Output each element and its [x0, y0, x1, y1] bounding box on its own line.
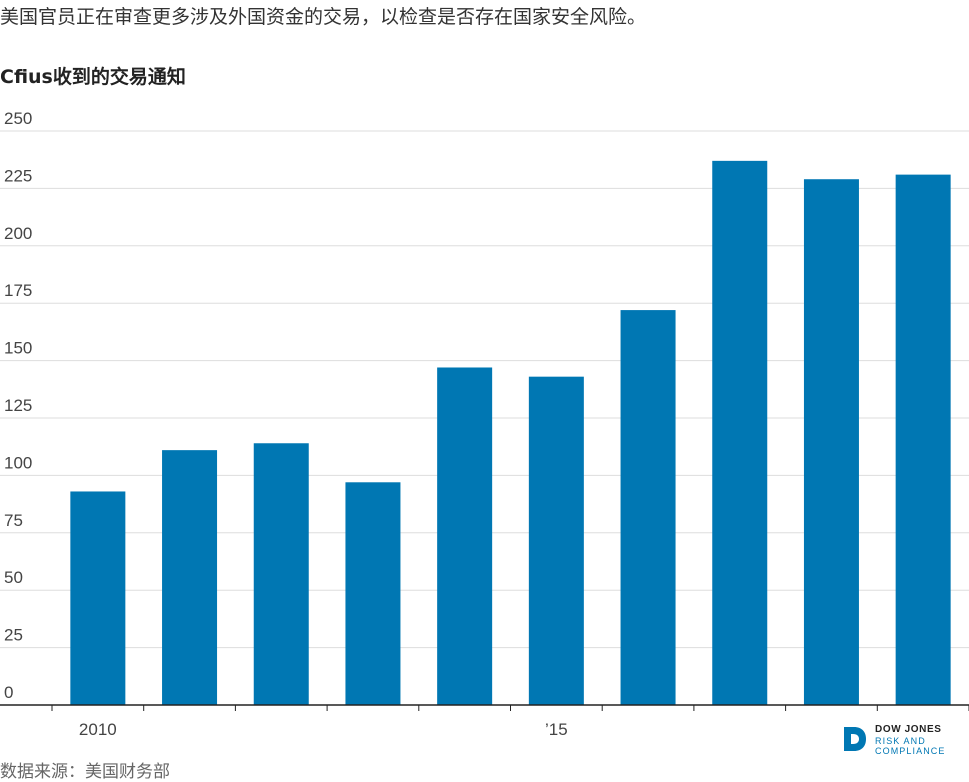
y-tick-label: 50 [4, 568, 23, 587]
y-tick-label: 150 [4, 339, 32, 358]
y-tick-label: 250 [4, 109, 32, 128]
y-tick-label: 225 [4, 166, 32, 185]
bar-2019 [895, 174, 951, 705]
bar-2014 [437, 367, 493, 705]
bar-2012 [253, 443, 309, 705]
bar-2011 [162, 450, 218, 705]
chart-subtitle: 美国官员正在审查更多涉及外国资金的交易，以检查是否存在国家安全风险。 [0, 6, 647, 28]
bar-chart: 0 25 50 75 100 125 150 175 200 225 250 2010 ’15 [0, 109, 969, 739]
dow-jones-logo-mark-icon [844, 727, 866, 751]
y-tick-label: 200 [4, 224, 32, 243]
x-tick-label: ’15 [545, 720, 568, 739]
y-tick-label: 0 [4, 683, 13, 702]
labels-layer: 0 25 50 75 100 125 150 175 200 225 250 2010 ’15 [4, 109, 568, 739]
bar-2017 [712, 160, 768, 705]
y-tick-label: 125 [4, 396, 32, 415]
dow-jones-logo: DOW JONES RISK AND COMPLIANCE [842, 722, 969, 756]
logo-line-3: COMPLIANCE [875, 746, 946, 756]
bars-layer [70, 160, 951, 705]
logo-line-2: RISK AND [875, 736, 926, 746]
y-tick-label: 75 [4, 511, 23, 530]
bar-2010 [70, 491, 126, 705]
logo-line-1: DOW JONES [875, 724, 942, 735]
bar-2013 [345, 482, 401, 705]
x-tick-label: 2010 [79, 720, 117, 739]
bar-2016 [620, 310, 676, 705]
bar-2015 [528, 376, 584, 705]
y-tick-label: 25 [4, 626, 23, 645]
y-tick-label: 100 [4, 453, 32, 472]
bar-2018 [803, 179, 859, 705]
axis-layer [0, 704, 969, 711]
y-tick-label: 175 [4, 281, 32, 300]
chart-title: Cfius收到的交易通知 [0, 66, 186, 88]
source-note: 数据来源：美国财务部 [0, 762, 170, 782]
